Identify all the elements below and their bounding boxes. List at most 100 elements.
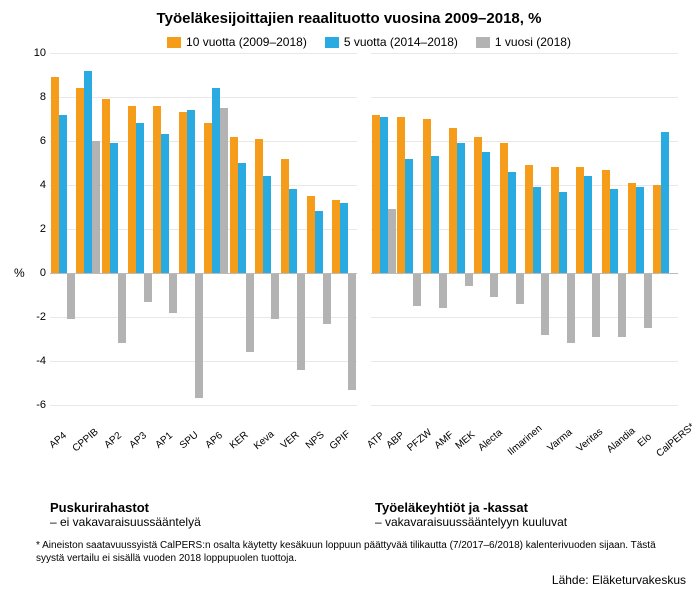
bar [255,53,263,427]
bar [289,53,297,427]
bar [110,53,118,427]
bar-group [178,53,204,427]
bar [323,53,331,427]
bar [465,53,473,427]
bar [332,53,340,427]
y-tick-label: 4 [40,179,46,191]
bar [220,53,228,427]
plot-1 [50,53,357,427]
bar [636,53,644,427]
bar [340,53,348,427]
bar [263,53,271,427]
bar-group [280,53,306,427]
bar [118,53,126,427]
bar [84,53,92,427]
bar-group [50,53,76,427]
bar [584,53,592,427]
bar-group [255,53,281,427]
bar-group [229,53,255,427]
bar [644,53,652,427]
x-label: CalPERS* [654,421,698,478]
bar [372,53,380,427]
bar [76,53,84,427]
y-tick-label: 8 [40,91,46,103]
legend-label-10y: 10 vuotta (2009–2018) [186,35,307,49]
bar-group [473,53,499,427]
legend-item-10y: 10 vuotta (2009–2018) [167,35,307,49]
bar [525,53,533,427]
source: Lähde: Eläketurvakeskus [12,573,686,587]
bar-group [422,53,448,427]
bar [602,53,610,427]
legend-swatch-5y [325,37,339,48]
bar [559,53,567,427]
bar [413,53,421,427]
bar [161,53,169,427]
bar [388,53,396,427]
bar [144,53,152,427]
bar-group [576,53,602,427]
bar [136,53,144,427]
y-tick-label: 6 [40,135,46,147]
bar [128,53,136,427]
bar [405,53,413,427]
y-tick-label: -6 [36,399,46,411]
legend-item-1y: 1 vuosi (2018) [476,35,571,49]
bar-group [627,53,653,427]
bar [315,53,323,427]
bar [576,53,584,427]
bar [102,53,110,427]
bar-group [306,53,332,427]
bar [195,53,203,427]
bar [669,53,677,427]
legend-swatch-10y [167,37,181,48]
legend-swatch-1y [476,37,490,48]
bar [246,53,254,427]
bar-group [76,53,102,427]
bar-group [397,53,423,427]
bar [281,53,289,427]
bar [533,53,541,427]
bar [92,53,100,427]
bar [490,53,498,427]
bar [653,53,661,427]
bar-group [524,53,550,427]
bar [51,53,59,427]
legend: 10 vuotta (2009–2018) 5 vuotta (2014–201… [52,35,686,49]
y-tick-label: 10 [34,47,46,59]
bar [431,53,439,427]
bar-group [499,53,525,427]
bar-group [652,53,678,427]
bar [474,53,482,427]
y-tick-label: -2 [36,311,46,323]
bar [169,53,177,427]
bar [59,53,67,427]
y-tick-label: 0 [40,267,46,279]
bar [153,53,161,427]
bar-group [101,53,127,427]
bar-group [127,53,153,427]
x-label: GPIF [327,428,369,472]
bar [380,53,388,427]
bar [397,53,405,427]
bar-group [448,53,474,427]
bar [516,53,524,427]
chart-area: 1086420-2-4-6% AP4CPPIBAP2AP3AP1SPUAP6KE… [12,53,686,463]
bar [297,53,305,427]
bar [628,53,636,427]
bar [271,53,279,427]
plot-2 [371,53,678,427]
bar-group [152,53,178,427]
panel-buffer-funds: AP4CPPIBAP2AP3AP1SPUAP6KERKevaVERNPSGPIF [50,53,357,463]
section-title-2: Työeläkeyhtiöt ja -kassat – vakavaraisuu… [375,500,686,529]
footnote: * Aineiston saatavuussyistä CalPERS:n os… [36,539,686,565]
legend-label-5y: 5 vuotta (2014–2018) [344,35,458,49]
legend-label-1y: 1 vuosi (2018) [495,35,571,49]
y-tick-label: 2 [40,223,46,235]
chart-title: Työeläkesijoittajien reaalituotto vuosin… [12,10,686,27]
bar-group [331,53,357,427]
bar [482,53,490,427]
bar [348,53,356,427]
x-labels-1: AP4CPPIBAP2AP3AP1SPUAP6KERKevaVERNPSGPIF [50,427,357,463]
bar [423,53,431,427]
